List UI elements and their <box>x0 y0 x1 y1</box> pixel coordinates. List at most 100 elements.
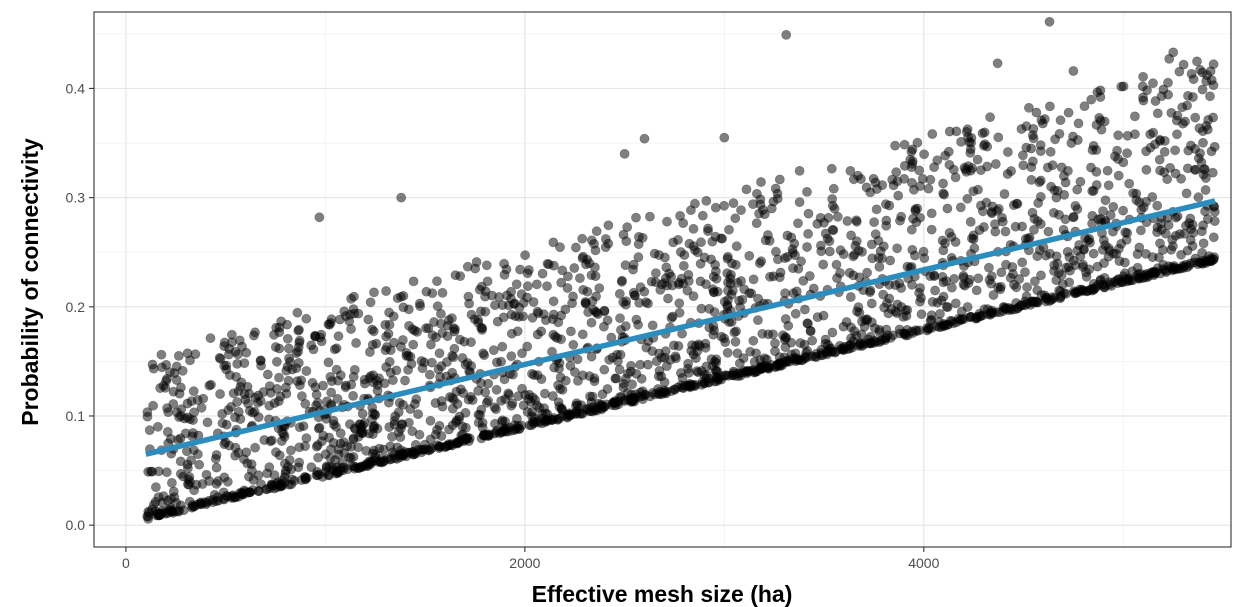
scatter-point <box>663 293 673 304</box>
scatter-point <box>614 364 625 375</box>
scatter-point <box>756 177 766 187</box>
scatter-point <box>514 302 525 313</box>
scatter-point <box>328 419 339 430</box>
scatter-point <box>296 391 307 401</box>
scatter-point <box>1170 145 1180 156</box>
scatter-point <box>1155 165 1165 176</box>
scatter-point <box>506 309 517 320</box>
scatter-point <box>153 492 164 502</box>
scatter-point <box>882 330 893 341</box>
scatter-point <box>819 217 829 228</box>
scatter-point <box>956 136 966 147</box>
scatter-point <box>392 442 403 453</box>
scatter-point <box>697 210 708 221</box>
scatter-point <box>786 232 797 243</box>
scatter-point <box>615 313 625 324</box>
scatter-point <box>771 246 781 257</box>
scatter-point <box>371 338 382 349</box>
scatter-point <box>398 302 409 313</box>
scatter-point <box>604 354 615 365</box>
scatter-point <box>201 469 212 480</box>
scatter-point <box>790 308 801 319</box>
scatter-point <box>607 400 618 410</box>
scatter-point <box>1044 16 1055 27</box>
scatter-point <box>1063 107 1074 118</box>
scatter-point <box>434 348 445 359</box>
scatter-point <box>940 238 950 249</box>
scatter-point <box>1027 207 1038 218</box>
scatter-point <box>790 250 800 260</box>
scatter-point <box>198 393 209 404</box>
scatter-point <box>174 505 184 516</box>
scatter-point <box>633 252 644 263</box>
scatter-point <box>1077 285 1088 296</box>
scatter-point <box>549 260 559 271</box>
scatter-point <box>915 212 925 223</box>
scatter-point <box>1092 261 1103 272</box>
scatter-point <box>324 461 335 472</box>
scatter-point <box>311 400 321 411</box>
scatter-point <box>1095 214 1106 224</box>
scatter-point <box>522 281 533 291</box>
scatter-point <box>986 278 996 289</box>
scatter-point <box>1068 255 1079 266</box>
scatter-point <box>1132 249 1143 259</box>
scatter-point <box>926 224 937 235</box>
scatter-point <box>473 417 484 428</box>
scatter-point <box>893 190 904 201</box>
scatter-point <box>1039 290 1050 301</box>
scatter-point <box>329 344 340 355</box>
scatter-point <box>432 424 442 435</box>
scatter-point <box>794 165 805 176</box>
scatter-point <box>479 350 490 361</box>
scatter-point <box>575 273 585 283</box>
scatter-point <box>1032 251 1043 262</box>
scatter-point <box>1147 192 1158 202</box>
scatter-point <box>1185 213 1196 224</box>
scatter-point <box>884 293 895 304</box>
scatter-point <box>696 366 707 376</box>
scatter-point <box>483 378 494 389</box>
scatter-point <box>542 281 552 291</box>
scatter-point <box>940 150 951 161</box>
scatter-point <box>878 241 889 252</box>
scatter-point <box>853 302 864 312</box>
scatter-point <box>630 389 641 400</box>
scatter-point <box>633 239 644 249</box>
scatter-point <box>283 375 294 386</box>
scatter-point <box>890 306 901 317</box>
scatter-point <box>1168 241 1178 252</box>
scatter-point <box>868 173 879 184</box>
scatter-point <box>368 326 379 337</box>
scatter-point <box>165 502 176 513</box>
scatter-point <box>1114 243 1124 254</box>
scatter-point <box>282 333 293 344</box>
scatter-point <box>899 160 910 171</box>
scatter-point <box>699 252 710 263</box>
scatter-point <box>588 401 599 412</box>
scatter-point <box>748 199 758 209</box>
scatter-point <box>863 334 874 345</box>
scatter-point <box>1159 146 1170 157</box>
scatter-point <box>741 184 752 195</box>
scatter-point <box>322 396 332 407</box>
scatter-point <box>1209 206 1220 217</box>
scatter-point <box>906 224 917 235</box>
scatter-point <box>775 267 786 278</box>
scatter-point <box>536 326 547 337</box>
scatter-point <box>723 277 733 288</box>
scatter-point <box>1036 270 1046 281</box>
scatter-point <box>647 320 658 331</box>
scatter-point <box>1188 74 1199 85</box>
scatter-point <box>1035 175 1046 186</box>
scatter-point <box>772 188 783 199</box>
scatter-point <box>457 353 468 363</box>
scatter-point <box>1205 91 1215 102</box>
scatter-point <box>321 413 332 424</box>
scatter-point <box>450 270 461 281</box>
scatter-point <box>941 301 952 312</box>
scatter-point <box>824 246 835 257</box>
scatter-point <box>853 245 864 256</box>
scatter-point <box>955 202 966 213</box>
scatter-point <box>488 345 499 355</box>
